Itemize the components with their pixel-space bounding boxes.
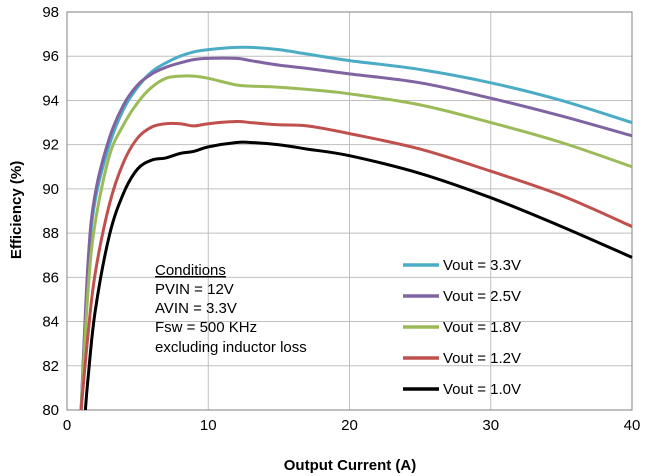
conditions-line-fsw: Fsw = 500 KHz (155, 319, 257, 336)
y-axis-title: Efficiency (%) (8, 161, 25, 259)
y-tick-label-86: 86 (42, 269, 59, 286)
legend-label-vout-1-0v: Vout = 1.0V (443, 381, 521, 398)
legend-label-vout-2-5v: Vout = 2.5V (443, 288, 521, 305)
y-tick-label-94: 94 (42, 92, 59, 109)
y-tick-label-80: 80 (42, 402, 59, 419)
legend-label-vout-1-2v: Vout = 1.2V (443, 350, 521, 367)
conditions-heading: Conditions (155, 262, 226, 279)
legend-label-vout-3-3v: Vout = 3.3V (443, 257, 521, 274)
legend-label-vout-1-8v: Vout = 1.8V (443, 319, 521, 336)
x-tick-label-20: 20 (341, 417, 358, 434)
y-tick-label-96: 96 (42, 48, 59, 65)
y-tick-label-92: 92 (42, 137, 59, 154)
x-tick-label-30: 30 (482, 417, 499, 434)
conditions-line-inductor: excluding inductor loss (155, 339, 307, 356)
x-tick-label-40: 40 (624, 417, 641, 434)
x-tick-label-10: 10 (200, 417, 217, 434)
y-tick-label-98: 98 (42, 4, 59, 21)
y-tick-label-90: 90 (42, 181, 59, 198)
conditions-line-pvin: PVIN = 12V (155, 281, 234, 298)
x-tick-label-0: 0 (63, 417, 71, 434)
y-tick-label-82: 82 (42, 358, 59, 375)
y-tick-label-88: 88 (42, 225, 59, 242)
y-tick-label-84: 84 (42, 314, 59, 331)
conditions-line-avin: AVIN = 3.3V (155, 300, 237, 317)
x-axis-title: Output Current (A) (284, 457, 416, 474)
